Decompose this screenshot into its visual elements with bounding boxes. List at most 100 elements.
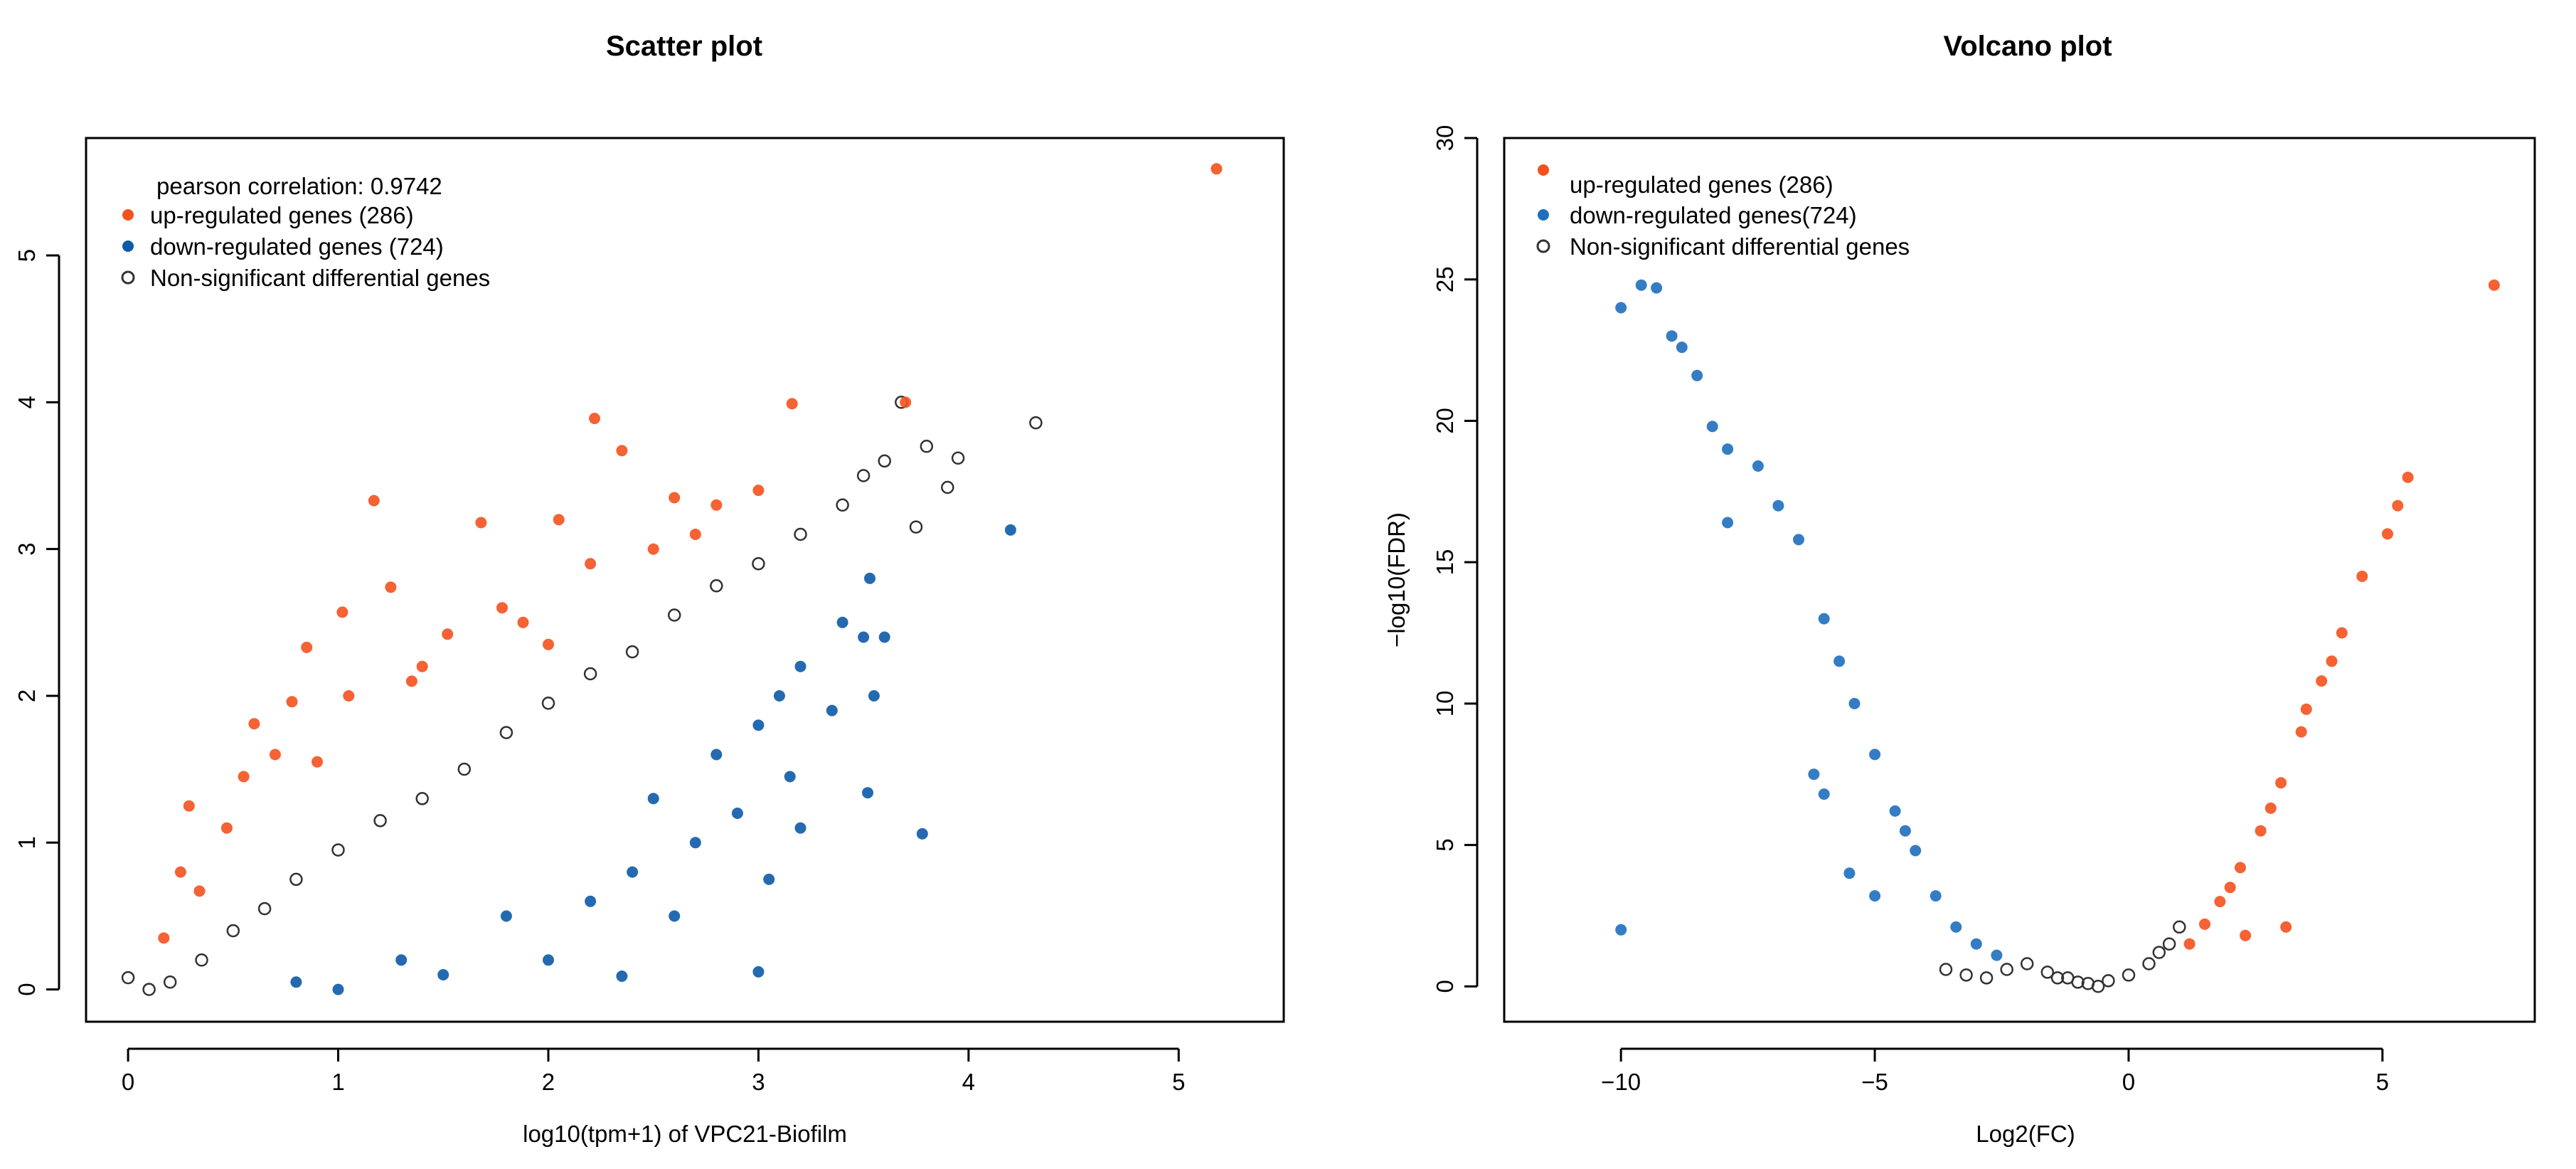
- up-point: [475, 517, 487, 529]
- scatter-plot-title: Scatter plot: [606, 31, 762, 62]
- up-point: [689, 529, 701, 540]
- legend-down-label: down-regulated genes(724): [1570, 202, 1857, 228]
- ns-point: [2050, 971, 2065, 985]
- down-point: [916, 827, 928, 840]
- up-point: [786, 398, 798, 410]
- x-tick-label: −10: [1601, 1069, 1641, 1095]
- up-point: [669, 492, 681, 504]
- down-point: [1818, 613, 1830, 625]
- ns-point: [920, 440, 934, 453]
- up-point: [2295, 726, 2307, 738]
- ns-point: [289, 872, 303, 887]
- ns-point: [836, 498, 849, 512]
- down-point: [543, 954, 554, 966]
- ns-point: [1959, 968, 1973, 982]
- up-point: [517, 616, 529, 628]
- scatter-plot-frame: [85, 137, 1285, 1023]
- down-point: [1635, 279, 1647, 291]
- down-point: [1615, 924, 1627, 936]
- down-point: [1722, 517, 1734, 529]
- up-point: [442, 628, 454, 640]
- down-point: [1808, 768, 1820, 781]
- y-tick-label: 3: [14, 542, 40, 555]
- up-point: [2356, 571, 2368, 582]
- down-point: [1869, 749, 1881, 761]
- legend-down-label: down-regulated genes (724): [150, 233, 444, 260]
- legend-ns-marker: [1536, 239, 1550, 253]
- down-point: [1706, 420, 1718, 433]
- ns-point: [2040, 966, 2055, 979]
- x-tick-label: 0: [122, 1069, 134, 1095]
- up-point: [589, 413, 600, 425]
- y-tick-label: 10: [1432, 691, 1458, 717]
- down-point: [1889, 805, 1901, 817]
- down-point: [1833, 655, 1846, 667]
- ns-point: [856, 469, 871, 482]
- down-point: [1899, 825, 1911, 837]
- volcano-plot-frame: [1503, 137, 2536, 1023]
- up-point: [343, 690, 355, 702]
- down-point: [731, 808, 743, 819]
- down-point: [689, 837, 701, 849]
- volcano-plot-y-label: −log10(FDR): [1383, 512, 1410, 647]
- x-tick-label: 1: [331, 1069, 344, 1095]
- down-point: [763, 873, 775, 885]
- down-point: [1666, 330, 1678, 342]
- ns-point: [1979, 971, 1994, 985]
- up-point: [2336, 627, 2348, 639]
- ns-point: [583, 667, 597, 681]
- up-point: [2224, 882, 2236, 894]
- down-point: [1676, 342, 1688, 354]
- up-point: [238, 771, 250, 783]
- down-point: [862, 787, 873, 799]
- x-tick-label: 0: [2122, 1069, 2135, 1095]
- volcano-plot-points: [1615, 279, 2500, 993]
- up-point: [2235, 862, 2246, 874]
- volcano-plot-chart: Volcano plot −10 −5 0 5 0 5 10 15 20 25 30 Log2(FC…: [1383, 31, 2536, 1147]
- up-point: [2255, 825, 2267, 837]
- scatter-plot-legend: pearson correlation: 0.9742 up-regulated…: [121, 173, 490, 291]
- x-tick-label: 2: [542, 1069, 555, 1095]
- up-point: [174, 866, 186, 878]
- volcano-plot-title: Volcano plot: [1943, 31, 2112, 62]
- ns-point: [667, 608, 681, 622]
- down-point: [1970, 938, 1982, 950]
- x-tick-label: −5: [1861, 1069, 1888, 1095]
- down-point: [500, 910, 512, 922]
- down-point: [1950, 921, 1962, 933]
- volcano-plot-legend: up-regulated genes (286) down-regulated …: [1536, 164, 1910, 260]
- legend-ns-marker: [121, 270, 135, 285]
- up-point: [2382, 528, 2393, 540]
- up-point: [2280, 921, 2292, 933]
- ns-point: [142, 983, 156, 996]
- legend-up-label: up-regulated genes (286): [150, 202, 414, 228]
- down-point: [437, 969, 449, 980]
- up-point: [368, 494, 380, 507]
- down-point: [1793, 534, 1804, 546]
- y-tick-label: 15: [1432, 549, 1458, 576]
- ns-point: [1029, 416, 1043, 430]
- ns-point: [2071, 975, 2085, 989]
- up-point: [543, 638, 554, 650]
- scatter-plot-chart: Scatter plot 0 1 2 3 4 5 0 1 2 3 4 5 log10(tpm+1) o…: [14, 31, 1285, 1147]
- up-point: [2214, 896, 2226, 908]
- down-point: [627, 866, 639, 878]
- ns-point: [2122, 968, 2136, 982]
- up-point: [585, 558, 597, 570]
- up-point: [2199, 918, 2210, 930]
- legend-down-marker: [1538, 209, 1549, 221]
- down-point: [752, 966, 765, 978]
- up-point: [752, 485, 765, 497]
- ns-point: [121, 970, 135, 985]
- ns-point: [909, 520, 923, 534]
- y-tick-label: 0: [1432, 980, 1458, 993]
- down-point: [794, 660, 807, 672]
- down-point: [1930, 890, 1942, 902]
- down-point: [332, 983, 344, 995]
- legend-up-label: up-regulated genes (286): [1570, 171, 1833, 198]
- ns-point: [2000, 963, 2013, 976]
- down-point: [836, 616, 848, 628]
- down-point: [1752, 460, 1764, 472]
- y-tick-label: 4: [14, 396, 40, 408]
